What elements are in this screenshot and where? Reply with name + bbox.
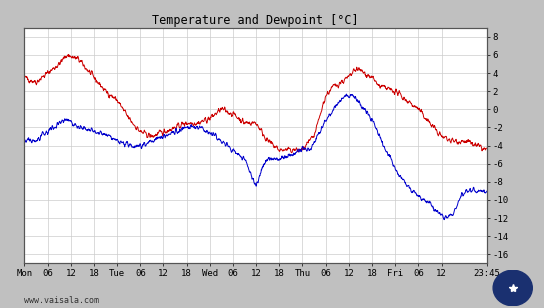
Title: Temperature and Dewpoint [°C]: Temperature and Dewpoint [°C] — [152, 14, 359, 26]
Text: www.vaisala.com: www.vaisala.com — [24, 296, 100, 305]
Circle shape — [493, 270, 533, 306]
